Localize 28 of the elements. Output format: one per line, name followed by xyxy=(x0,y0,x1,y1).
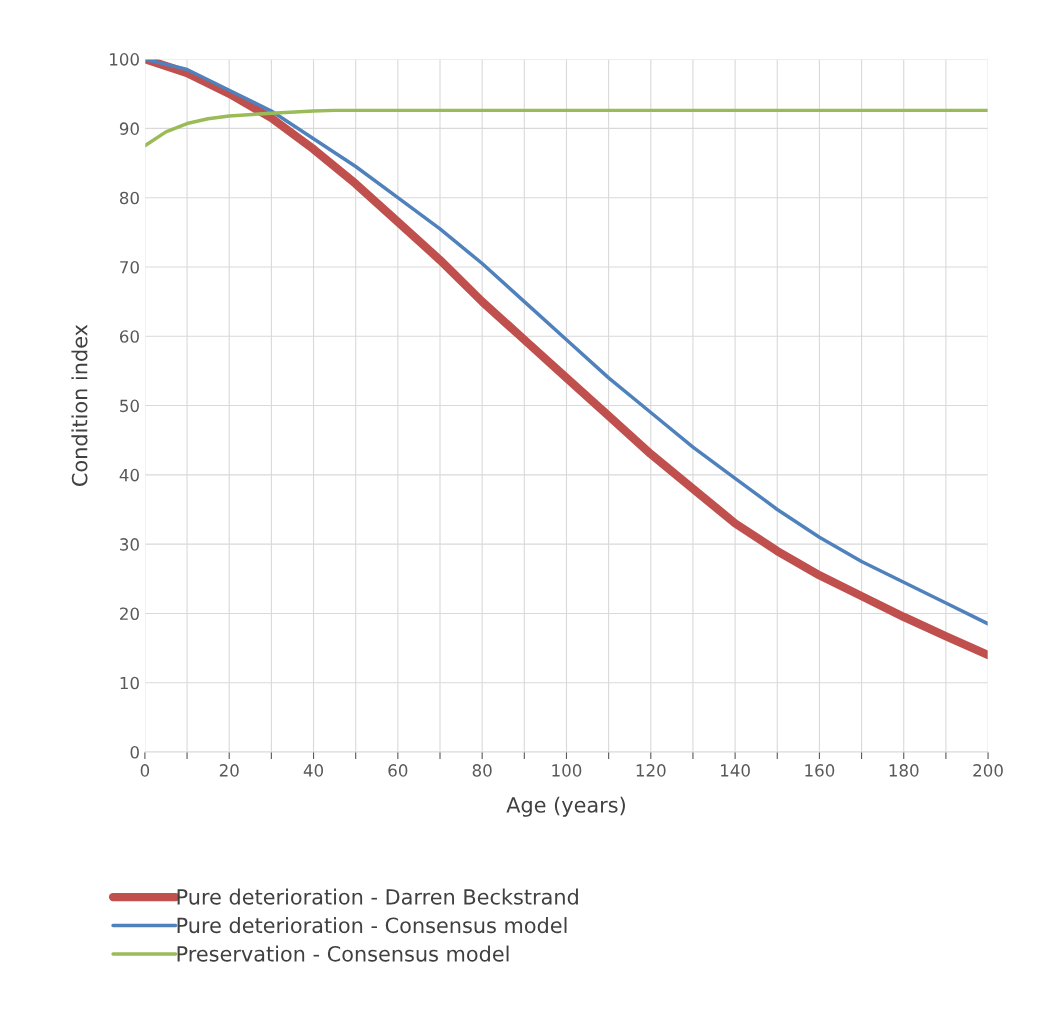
x-tick-label: 60 xyxy=(388,764,408,777)
x-tick-label: 40 xyxy=(303,764,324,777)
y-tick-label: 100 xyxy=(110,53,139,66)
y-tick-label: 60 xyxy=(119,330,139,343)
y-tick-label: 20 xyxy=(120,607,139,621)
y-tick-label: 50 xyxy=(120,399,139,413)
y-tick-label: 90 xyxy=(119,122,139,135)
legend-label: Preservation - Consensus model xyxy=(177,945,509,962)
line-series xyxy=(144,108,989,148)
x-tick-label: 200 xyxy=(973,764,1003,777)
x-tick-label: 160 xyxy=(805,764,835,777)
x-tick-label: 80 xyxy=(472,764,492,777)
y-tick-label: 30 xyxy=(120,538,139,551)
x-tick-label: 0 xyxy=(140,764,150,777)
x-axis-title: Age (years) xyxy=(506,796,625,817)
y-tick-label: 0 xyxy=(130,745,139,759)
legend-label: Pure deterioration - Darren Beckstrand xyxy=(177,888,578,905)
x-tick-label: 20 xyxy=(219,764,239,777)
x-tick-label: 100 xyxy=(552,764,582,777)
y-axis-title: Condition index xyxy=(71,324,88,486)
x-tick-label: 140 xyxy=(721,764,750,777)
y-tick-label: 40 xyxy=(119,468,139,482)
legend-label: Pure deterioration - Consensus model xyxy=(177,917,567,934)
x-tick-label: 120 xyxy=(636,764,666,777)
x-tick-label: 180 xyxy=(889,764,919,777)
y-tick-label: 70 xyxy=(120,260,139,274)
y-tick-label: 80 xyxy=(119,191,139,205)
y-tick-label: 10 xyxy=(120,676,139,690)
